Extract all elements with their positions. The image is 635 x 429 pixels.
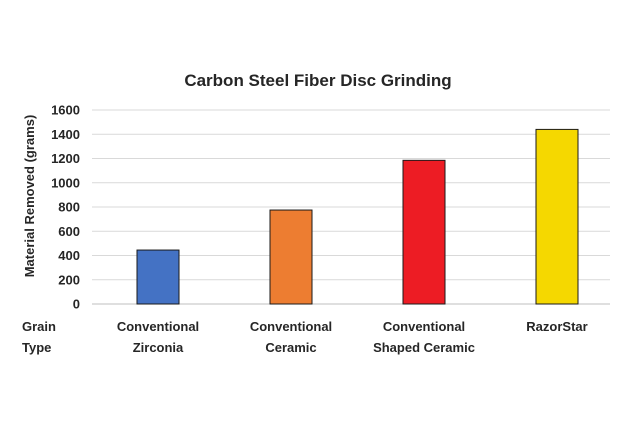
x-axis-label-line: Grain bbox=[22, 319, 56, 334]
y-axis-ticks: 0 200 400 600 800 1000 1200 1400 1600 bbox=[51, 103, 80, 312]
y-tick-label: 1200 bbox=[51, 151, 80, 166]
x-tick-label: Conventional bbox=[250, 319, 332, 334]
x-tick-label: Conventional bbox=[383, 319, 465, 334]
chart-title: Carbon Steel Fiber Disc Grinding bbox=[184, 71, 451, 90]
y-tick-label: 1400 bbox=[51, 127, 80, 142]
y-tick-label: 200 bbox=[58, 272, 80, 287]
bars bbox=[136, 128, 579, 305]
bar bbox=[535, 128, 579, 305]
y-tick-label: 600 bbox=[58, 224, 80, 239]
x-tick-label: Shaped Ceramic bbox=[373, 340, 475, 355]
x-tick-label: Zirconia bbox=[133, 340, 184, 355]
bar bbox=[402, 159, 446, 305]
y-tick-label: 800 bbox=[58, 200, 80, 215]
x-axis-label-line: Type bbox=[22, 340, 51, 355]
x-axis-labels: Conventional Zirconia Conventional Ceramic C… bbox=[117, 319, 588, 355]
y-tick-label: 400 bbox=[58, 248, 80, 263]
bar bbox=[136, 249, 180, 305]
y-tick-label: 1600 bbox=[51, 103, 80, 118]
x-tick-label: Conventional bbox=[117, 319, 199, 334]
x-tick-label: Ceramic bbox=[265, 340, 316, 355]
x-tick-label: RazorStar bbox=[526, 319, 587, 334]
y-tick-label: 1000 bbox=[51, 175, 80, 190]
bar bbox=[269, 209, 313, 305]
x-axis-label: Grain Type bbox=[22, 319, 56, 355]
y-tick-label: 0 bbox=[73, 297, 80, 312]
y-axis-label: Material Removed (grams) bbox=[22, 115, 37, 278]
